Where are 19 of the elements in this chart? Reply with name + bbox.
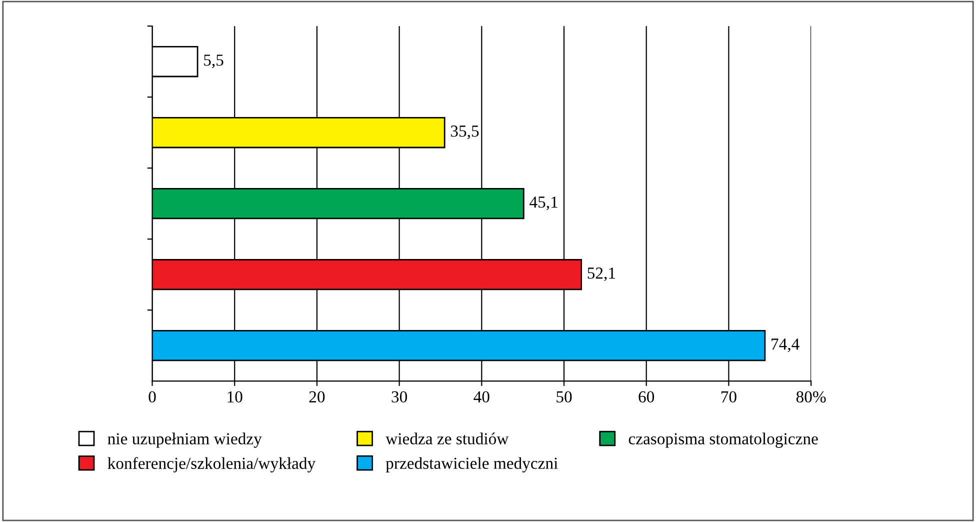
x-tick-label: 70 <box>721 391 736 403</box>
legend-label: nie uzupełniam wiedzy <box>108 432 262 448</box>
data-label: 74,4 <box>772 338 800 352</box>
data-label: 5,5 <box>204 54 224 68</box>
x-tick-label: 30 <box>392 391 408 403</box>
x-tick-label: 20 <box>309 391 325 403</box>
legend-label: przedstawiciele medyczni <box>386 457 558 472</box>
data-label: 45,1 <box>530 196 558 210</box>
x-tick-label: 60 <box>638 391 654 403</box>
data-label: 52,1 <box>588 268 616 282</box>
x-tick-label: 50 <box>556 391 572 403</box>
x-tick-label: 10 <box>228 391 242 403</box>
x-tick-label: 40 <box>474 391 490 403</box>
legend-label: czasopisma stomatologiczne <box>628 432 818 448</box>
x-tick-label: 0 <box>148 391 156 403</box>
legend-label: konferencje/szkolenia/wykłady <box>108 457 316 472</box>
data-label: 35,5 <box>450 126 479 140</box>
x-tick-label: 80% <box>796 391 826 403</box>
legend-label: wiedza ze studiów <box>386 432 509 444</box>
